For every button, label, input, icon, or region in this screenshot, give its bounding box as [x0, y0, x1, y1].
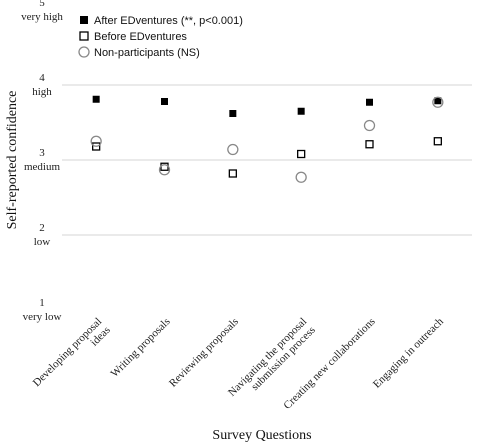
point-nonparticipant-4 [363, 119, 376, 132]
x-category-line: Engaging in outreach [371, 315, 446, 390]
point-after-0 [92, 95, 100, 103]
point-before-2 [228, 169, 237, 178]
x-category-line: Reviewing proposals [167, 316, 241, 390]
legend-label-2: Non-participants (NS) [94, 47, 200, 59]
point-after-1 [161, 98, 168, 105]
y-tick-label-5: very high [21, 11, 63, 23]
x-category-line: Navigating the proposal [226, 316, 309, 399]
x-category-line: Writing proposals [108, 316, 172, 380]
legend-label-1: Before EDventures [94, 31, 187, 43]
point-after-2 [229, 110, 237, 117]
y-tick-number-3: 3 [39, 147, 45, 159]
x-category-line: Developing proposal [31, 316, 105, 390]
y-tick-number-5: 5 [39, 0, 45, 9]
point-nonparticipant-1 [158, 164, 171, 176]
point-after-5 [434, 97, 442, 105]
point-after-3 [297, 107, 305, 115]
legend: After EDventures (**, p<0.001) Before EDv… [78, 15, 243, 59]
point-after-4 [366, 98, 373, 106]
point-before-3 [297, 149, 306, 159]
legend-label-0: After EDventures (**, p<0.001) [94, 15, 243, 27]
gridlines [62, 84, 472, 236]
y-tick-label-1: very low [23, 311, 62, 323]
y-axis-ticks: 5 very high 4 high 3 medium 2 low 1 very low [21, 0, 63, 323]
point-before-4 [365, 140, 374, 149]
y-tick-number-2: 2 [39, 222, 45, 234]
x-axis-title: Survey Questions [212, 428, 311, 443]
legend-marker-before [79, 31, 89, 41]
point-nonparticipant-0 [90, 135, 102, 147]
point-before-5 [433, 137, 442, 146]
point-nonparticipant-2 [227, 143, 239, 156]
x-category-1: Writing proposals [108, 316, 172, 380]
y-tick-label-4: high [32, 86, 52, 98]
y-tick-label-2: low [34, 236, 51, 248]
y-tick-number-1: 1 [39, 297, 45, 309]
data-points [90, 95, 444, 183]
x-category-2: Reviewing proposals [167, 316, 241, 390]
point-nonparticipant-5 [432, 96, 444, 108]
point-nonparticipant-3 [295, 171, 307, 183]
legend-marker-after [80, 16, 88, 24]
y-axis-title: Self-reported confidence [5, 91, 20, 230]
x-category-5: Engaging in outreach [371, 315, 446, 390]
y-tick-number-4: 4 [39, 72, 45, 84]
y-tick-label-3: medium [24, 161, 60, 173]
legend-marker-nonparticipants [78, 46, 90, 58]
